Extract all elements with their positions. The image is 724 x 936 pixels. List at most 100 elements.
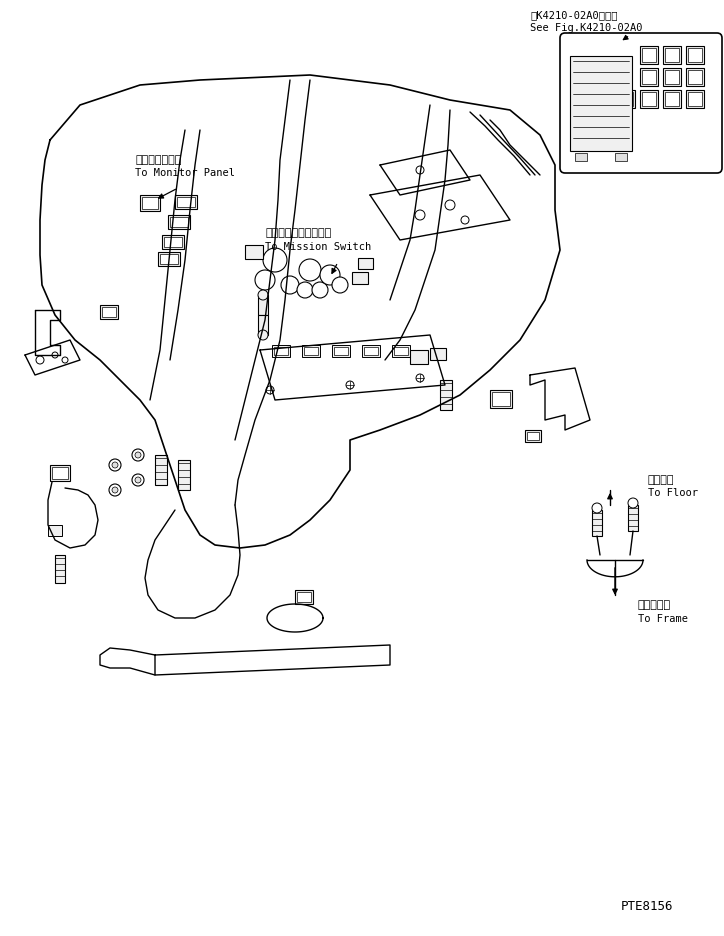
Bar <box>575 153 587 161</box>
Bar <box>663 68 681 86</box>
Bar <box>490 390 512 408</box>
Bar <box>663 46 681 64</box>
Bar <box>258 295 268 315</box>
Text: PTE8156: PTE8156 <box>620 899 673 913</box>
Bar <box>55 555 65 583</box>
Bar <box>164 237 182 247</box>
Bar <box>272 345 290 357</box>
Circle shape <box>320 265 340 285</box>
Text: フロアへ: フロアへ <box>648 475 675 485</box>
Circle shape <box>332 277 348 293</box>
Bar <box>642 92 656 106</box>
Circle shape <box>445 200 455 210</box>
Bar <box>100 305 118 319</box>
Text: モニタパネルへ: モニタパネルへ <box>135 155 182 165</box>
Bar <box>274 347 288 355</box>
Text: To Frame: To Frame <box>638 614 688 624</box>
Bar <box>332 345 350 357</box>
Bar <box>102 307 116 317</box>
Bar <box>258 315 268 335</box>
Bar <box>525 430 541 442</box>
Bar <box>619 92 633 106</box>
Bar <box>688 92 702 106</box>
Text: To Monitor Panel: To Monitor Panel <box>135 168 235 178</box>
Bar <box>592 510 602 536</box>
Circle shape <box>135 452 141 458</box>
Circle shape <box>346 381 354 389</box>
Circle shape <box>36 356 44 364</box>
Bar <box>158 252 180 266</box>
Bar <box>688 48 702 62</box>
Bar <box>302 345 320 357</box>
Bar <box>160 254 178 264</box>
Bar <box>364 347 378 355</box>
Bar <box>686 90 704 108</box>
Bar <box>430 348 446 360</box>
Bar <box>527 432 539 440</box>
Bar <box>640 46 658 64</box>
Bar <box>304 347 318 355</box>
Circle shape <box>592 503 602 513</box>
Circle shape <box>258 290 268 300</box>
Circle shape <box>312 282 328 298</box>
Text: See Fig.K4210-02A0: See Fig.K4210-02A0 <box>530 23 642 33</box>
Circle shape <box>258 330 268 340</box>
Bar <box>334 347 348 355</box>
Circle shape <box>132 474 144 486</box>
Bar <box>168 215 190 229</box>
Bar <box>392 345 410 357</box>
Circle shape <box>109 484 121 496</box>
Bar <box>178 460 190 490</box>
Bar <box>295 590 313 604</box>
Bar <box>570 56 632 151</box>
Circle shape <box>62 357 68 363</box>
Circle shape <box>255 270 275 290</box>
Circle shape <box>112 487 118 493</box>
Bar <box>440 380 452 410</box>
Bar <box>155 455 167 485</box>
Bar <box>142 197 158 209</box>
Bar <box>297 592 311 602</box>
Text: To Mission Switch: To Mission Switch <box>265 242 371 252</box>
Text: ミッションスイッチへ: ミッションスイッチへ <box>265 228 332 238</box>
Bar <box>617 90 635 108</box>
Bar <box>175 195 197 209</box>
Circle shape <box>299 259 321 281</box>
Bar <box>177 197 195 207</box>
Bar <box>170 217 188 227</box>
Text: 第K4210-02A0図参照: 第K4210-02A0図参照 <box>530 10 618 20</box>
Bar <box>665 70 679 84</box>
Bar <box>665 48 679 62</box>
Circle shape <box>416 166 424 174</box>
Bar <box>162 235 184 249</box>
Circle shape <box>135 477 141 483</box>
Circle shape <box>415 210 425 220</box>
Bar <box>52 467 68 479</box>
Circle shape <box>416 374 424 382</box>
Circle shape <box>297 282 313 298</box>
Bar <box>628 505 638 531</box>
Bar <box>663 90 681 108</box>
Circle shape <box>461 216 469 224</box>
Bar <box>352 272 368 284</box>
Bar <box>394 347 408 355</box>
Text: To Floor: To Floor <box>648 488 698 498</box>
Circle shape <box>266 386 274 394</box>
Bar <box>245 245 263 259</box>
Bar <box>48 525 62 536</box>
FancyBboxPatch shape <box>560 33 722 173</box>
Bar <box>140 195 160 211</box>
Bar <box>642 48 656 62</box>
Bar <box>615 153 627 161</box>
Circle shape <box>132 449 144 461</box>
Bar <box>686 68 704 86</box>
Bar <box>50 465 70 481</box>
Bar <box>640 68 658 86</box>
Bar <box>640 90 658 108</box>
Bar <box>665 92 679 106</box>
Bar <box>686 46 704 64</box>
Text: フレームへ: フレームへ <box>638 600 671 610</box>
Circle shape <box>263 248 287 272</box>
Circle shape <box>109 459 121 471</box>
Bar <box>688 70 702 84</box>
